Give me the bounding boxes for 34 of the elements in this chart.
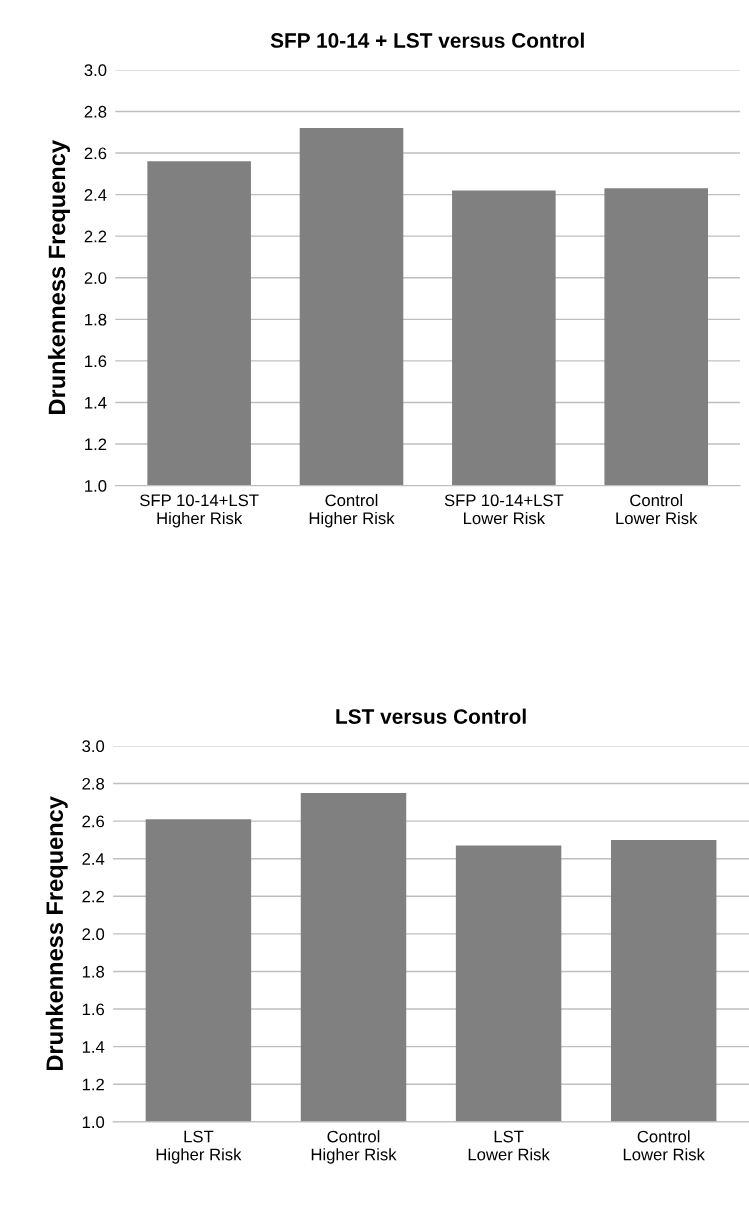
x-tick-label: SFP 10-14+LST Lower Risk bbox=[444, 494, 564, 525]
x-tick-label: LST Higher Risk bbox=[156, 1130, 242, 1164]
y-tick-label: 1.8 bbox=[85, 313, 107, 326]
y-tick-label: 1.0 bbox=[82, 1116, 105, 1129]
chart-title: LST versus Control bbox=[336, 708, 526, 724]
y-tick-label: 2.4 bbox=[82, 853, 105, 865]
y-tick-label: 2.8 bbox=[84, 105, 107, 118]
y-tick-label: 2.0 bbox=[84, 272, 107, 284]
y-tick-label: 1.2 bbox=[82, 1078, 104, 1091]
y-tick-label: 1.4 bbox=[82, 1041, 105, 1053]
y-tick-label: 2.2 bbox=[84, 230, 107, 243]
y-tick-label: 2.0 bbox=[82, 928, 105, 941]
y-tick-label: 1.6 bbox=[82, 1003, 105, 1016]
y-tick-label: 3.0 bbox=[82, 740, 105, 753]
y-tick-label: 2.6 bbox=[84, 147, 107, 160]
y-tick-label: 3.0 bbox=[84, 64, 107, 77]
y-tick-label: 1.6 bbox=[85, 355, 107, 368]
y-tick-label: 2.6 bbox=[82, 815, 105, 828]
x-tick-label: SFP 10-14+LST Higher Risk bbox=[140, 494, 259, 528]
chart-title: SFP 10-14 + LST versus Control bbox=[270, 32, 584, 48]
x-tick-label: Control Lower Risk bbox=[616, 493, 698, 525]
y-tick-label: 1.2 bbox=[85, 438, 107, 451]
x-tick-label: Control Higher Risk bbox=[309, 493, 395, 528]
y-tick-label: 1.0 bbox=[85, 480, 107, 492]
y-axis-title: Drunkenness Frequency bbox=[45, 796, 68, 1071]
x-tick-label: Control Lower Risk bbox=[623, 1130, 705, 1161]
y-axis-title: Drunkenness Frequency bbox=[47, 140, 70, 414]
y-tick-label: 2.4 bbox=[84, 189, 107, 201]
y-tick-label: 1.8 bbox=[82, 965, 105, 978]
y-tick-label: 2.8 bbox=[82, 777, 105, 790]
y-tick-label: 2.2 bbox=[82, 890, 104, 903]
y-tick-label: 1.4 bbox=[85, 397, 107, 409]
x-tick-label: Control Higher Risk bbox=[311, 1130, 397, 1164]
x-tick-label: LST Lower Risk bbox=[468, 1130, 550, 1161]
